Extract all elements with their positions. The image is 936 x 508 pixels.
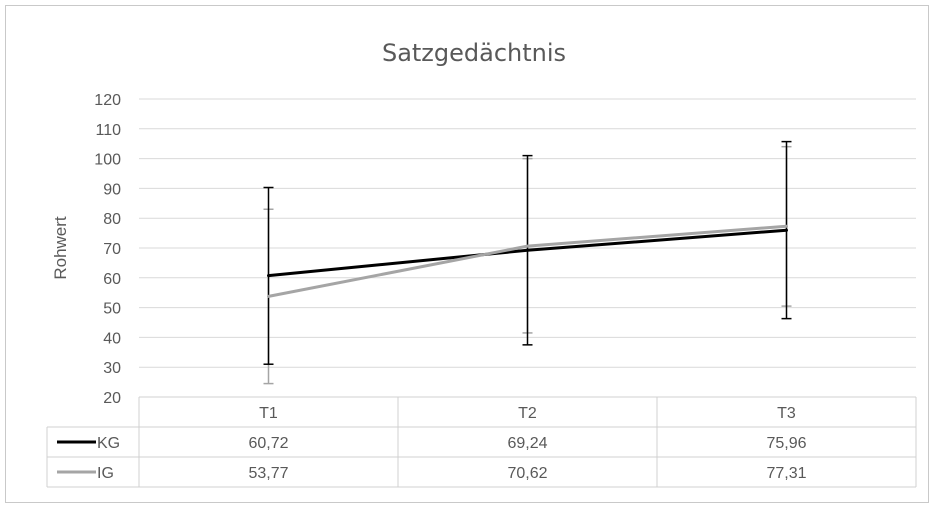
data-label: 53,77 bbox=[248, 465, 288, 482]
y-tick-label-40: 40 bbox=[103, 330, 121, 347]
y-tick-label-50: 50 bbox=[103, 301, 121, 318]
data-table: T1 T2 T3 KG 60,72 69,24 75,96 IG 53,77 70,62 77,31 bbox=[46, 396, 917, 488]
y-tick-label-70: 70 bbox=[103, 241, 121, 258]
data-label: 75,96 bbox=[766, 435, 806, 452]
legend-label-KG: KG bbox=[97, 435, 120, 452]
series-lines bbox=[267, 224, 788, 298]
data-label: 60,72 bbox=[248, 435, 288, 452]
y-tick-label-120: 120 bbox=[94, 92, 121, 109]
chart-title: Satzgedächtnis bbox=[382, 39, 566, 67]
series-line-IG bbox=[267, 224, 788, 298]
data-label: 70,62 bbox=[507, 465, 547, 482]
series-line-KG bbox=[267, 228, 788, 278]
error-bars bbox=[263, 140, 792, 385]
y-tick-label-30: 30 bbox=[103, 360, 121, 377]
y-tick-label-80: 80 bbox=[103, 211, 121, 228]
data-label: 77,31 bbox=[766, 465, 806, 482]
y-tick-label-110: 110 bbox=[95, 122, 121, 139]
x-tick-label: T3 bbox=[777, 405, 796, 422]
chart-frame bbox=[5, 5, 929, 503]
y-tick-labels: 20 30 40 50 60 70 80 90 100 110 120 bbox=[94, 92, 121, 407]
x-tick-label: T1 bbox=[259, 405, 278, 422]
y-tick-label-20: 20 bbox=[103, 390, 121, 407]
y-axis-label: Rohwert bbox=[51, 216, 70, 280]
y-tick-label-60: 60 bbox=[103, 271, 121, 288]
y-tick-label-100: 100 bbox=[94, 152, 121, 169]
x-tick-label: T2 bbox=[518, 405, 537, 422]
legend-label-IG: IG bbox=[97, 465, 114, 482]
data-label: 69,24 bbox=[507, 435, 547, 452]
y-tick-label-90: 90 bbox=[103, 181, 121, 198]
